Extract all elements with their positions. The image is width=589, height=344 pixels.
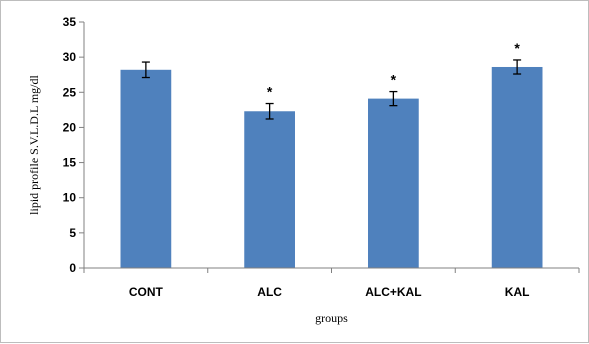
y-tick-label: 15 xyxy=(63,156,77,170)
y-axis-title: lipid profile S.V.L.D.L mg/dl xyxy=(27,75,41,215)
x-axis-title: groups xyxy=(315,311,348,325)
y-tick-label: 5 xyxy=(69,226,76,240)
x-category-label: ALC xyxy=(257,285,282,299)
error-bar xyxy=(265,102,274,120)
bar-kal xyxy=(491,66,543,269)
significance-asterisk: * xyxy=(391,72,397,88)
error-bar xyxy=(513,59,522,75)
y-tick-label: 30 xyxy=(63,50,77,64)
x-category-label: KAL xyxy=(505,285,530,299)
y-tick-label: 35 xyxy=(63,15,77,29)
significance-asterisk: * xyxy=(267,84,273,100)
bar-alc-kal xyxy=(368,98,419,269)
y-tick-label: 25 xyxy=(63,85,77,99)
y-tick-label: 20 xyxy=(63,120,77,134)
y-tick-label: 10 xyxy=(63,191,77,205)
x-axis-categories: CONT ALC ALC+KAL KAL xyxy=(83,268,580,299)
y-axis-ticks: 0 5 10 15 20 25 30 35 xyxy=(63,15,84,275)
x-category-label: CONT xyxy=(129,285,164,299)
bar-cont xyxy=(120,69,172,269)
x-category-label: ALC+KAL xyxy=(365,285,421,299)
error-bar xyxy=(141,61,150,79)
error-bars xyxy=(141,59,522,120)
bars xyxy=(120,66,543,269)
y-tick-label: 0 xyxy=(69,261,76,275)
significance-asterisk: * xyxy=(514,40,520,56)
significance-markers: * * * xyxy=(267,40,521,100)
error-bar xyxy=(389,90,398,107)
bar-alc xyxy=(244,111,295,269)
